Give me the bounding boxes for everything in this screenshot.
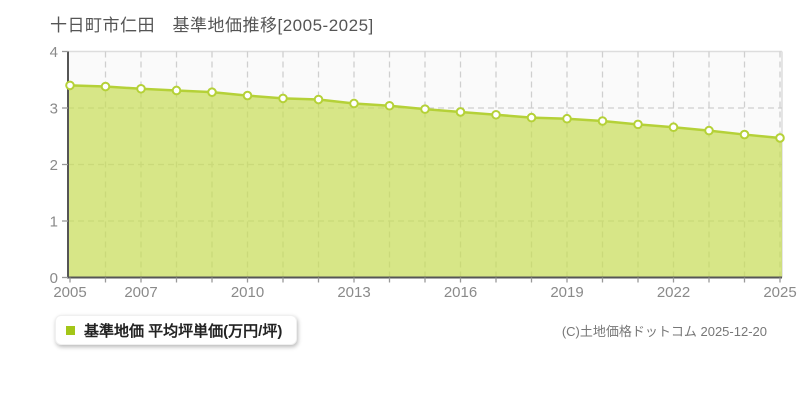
data-point[interactable] <box>420 104 430 114</box>
x-tick-label: 2022 <box>657 284 690 301</box>
data-point[interactable] <box>562 113 572 124</box>
price-chart: 0 1 2 3 4 2005 2007 2010 2013 2016 2019 2022 2025 <box>50 44 797 301</box>
data-point[interactable] <box>704 125 714 136</box>
data-point[interactable] <box>171 85 182 96</box>
x-tick-label: 2016 <box>444 284 477 301</box>
data-point[interactable] <box>526 112 537 123</box>
data-point[interactable] <box>207 87 217 97</box>
y-tick-label: 0 <box>50 270 58 287</box>
chart-footer: 基準地価 平均坪単価(万円/坪) (C)土地価格ドットコム 2025-12-20 <box>0 312 800 352</box>
y-tick-label: 4 <box>50 44 58 61</box>
data-point[interactable] <box>633 119 643 130</box>
legend-swatch-icon <box>66 325 75 335</box>
x-tick-label: 2019 <box>550 284 583 301</box>
data-point[interactable] <box>491 109 501 120</box>
data-point[interactable] <box>455 107 466 117</box>
legend-label: 基準地価 平均坪単価(万円/坪) <box>84 322 283 340</box>
data-point[interactable] <box>349 98 359 109</box>
x-tick-label: 2013 <box>337 284 370 301</box>
data-point[interactable] <box>100 81 111 92</box>
data-point[interactable] <box>775 133 785 143</box>
data-point[interactable] <box>668 122 679 133</box>
y-tick-label: 1 <box>50 214 58 231</box>
area-fill <box>68 85 782 278</box>
y-tick-label: 2 <box>50 157 58 174</box>
y-tick-label: 3 <box>50 101 58 118</box>
data-point[interactable] <box>384 100 395 111</box>
copyright: (C)土地価格ドットコム 2025-12-20 <box>561 324 767 339</box>
data-point[interactable] <box>65 80 75 91</box>
data-point[interactable] <box>597 116 608 126</box>
data-point[interactable] <box>278 93 288 104</box>
x-tick-label: 2010 <box>231 284 264 301</box>
chart-title: 十日町市仁田 基準地価推移[2005-2025] <box>50 16 374 35</box>
data-point[interactable] <box>313 94 324 105</box>
x-tick-label: 2005 <box>53 284 86 301</box>
data-point[interactable] <box>242 90 253 101</box>
legend: 基準地価 平均坪単価(万円/坪) <box>55 315 298 345</box>
x-tick-label: 2025 <box>763 284 796 301</box>
x-tick-label: 2007 <box>124 284 157 301</box>
data-point[interactable] <box>136 83 146 94</box>
data-point[interactable] <box>739 129 750 140</box>
